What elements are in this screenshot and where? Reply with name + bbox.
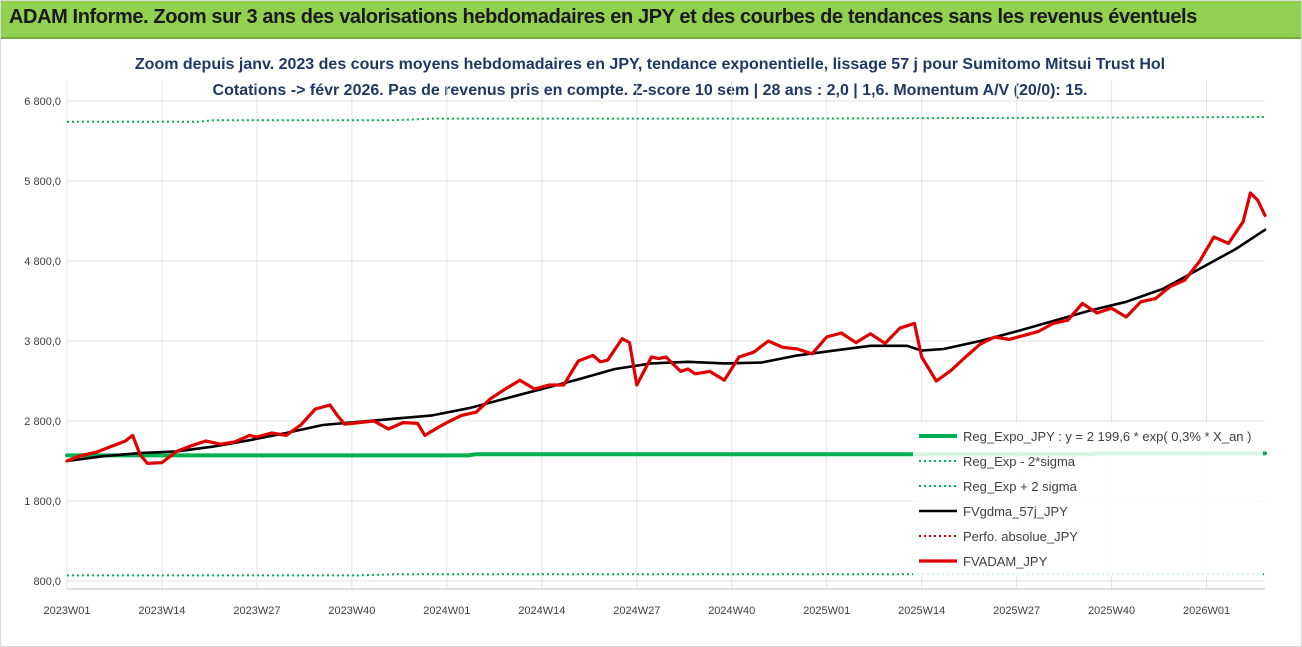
- report-banner: ADAM Informe. Zoom sur 3 ans des valoris…: [1, 1, 1301, 39]
- x-tick-label: 2024W40: [708, 605, 755, 617]
- line-chart: Zoom depuis janv. 2023 des cours moyens …: [24, 56, 1267, 617]
- series-line-reg-exp-2-sigma: [67, 573, 1265, 577]
- x-tick-label: 2025W14: [898, 605, 945, 617]
- legend-label: Reg_Exp + 2 sigma: [963, 479, 1078, 494]
- report-title: ADAM Informe. Zoom sur 3 ans des valoris…: [9, 6, 1197, 28]
- legend-label: FVgdma_57j_JPY: [963, 504, 1068, 519]
- x-tick-label: 2024W14: [518, 605, 565, 617]
- y-axis: 800,0 1 800,0 2 800,0 3 800,0 4 800,0 5 800,0…: [24, 96, 61, 588]
- x-tick-label: 2023W14: [138, 605, 185, 617]
- x-tick-label: 2024W27: [613, 605, 660, 617]
- legend-label: Reg_Expo_JPY : y = 2 199,6 * exp( 0,3% *…: [963, 429, 1251, 444]
- chart-title-line-2: Cotations -> févr 2026. Pas de revenus p…: [213, 82, 1088, 99]
- x-tick-label: 2023W01: [43, 605, 90, 617]
- y-tick-label: 5 800,0: [24, 176, 61, 188]
- gridlines: [66, 81, 1265, 589]
- chart-title-line-1: Zoom depuis janv. 2023 des cours moyens …: [135, 56, 1165, 73]
- legend-background: [913, 422, 1263, 576]
- x-tick-label: 2026W01: [1183, 605, 1230, 617]
- series-line-fvadam-jpy: [65, 191, 1267, 465]
- y-tick-label: 3 800,0: [24, 336, 61, 348]
- y-tick-label: 4 800,0: [24, 256, 61, 268]
- x-tick-label: 2025W27: [993, 605, 1040, 617]
- x-tick-label: 2025W01: [803, 605, 850, 617]
- legend: Reg_Expo_JPY : y = 2 199,6 * exp( 0,3% *…: [913, 422, 1263, 576]
- x-tick-label: 2023W27: [233, 605, 280, 617]
- legend-label: Reg_Exp - 2*sigma: [963, 454, 1076, 469]
- legend-label: Perfo. absolue_JPY: [963, 529, 1078, 544]
- y-tick-label: 2 800,0: [24, 416, 61, 428]
- series-line-fvgdma-57j-jpy: [65, 228, 1267, 463]
- x-tick-label: 2025W40: [1088, 605, 1135, 617]
- series-line-reg-exp-2-sigma: [67, 116, 1266, 123]
- y-tick-label: 6 800,0: [24, 96, 61, 108]
- y-tick-label: 1 800,0: [24, 496, 61, 508]
- x-axis: 2023W01 2023W14 2023W27 2023W40 2024W01 2024W…: [43, 588, 1265, 617]
- legend-label: FVADAM_JPY: [963, 554, 1048, 569]
- x-tick-label: 2024W01: [423, 605, 470, 617]
- x-tick-label: 2023W40: [328, 605, 375, 617]
- y-tick-label: 800,0: [33, 576, 61, 588]
